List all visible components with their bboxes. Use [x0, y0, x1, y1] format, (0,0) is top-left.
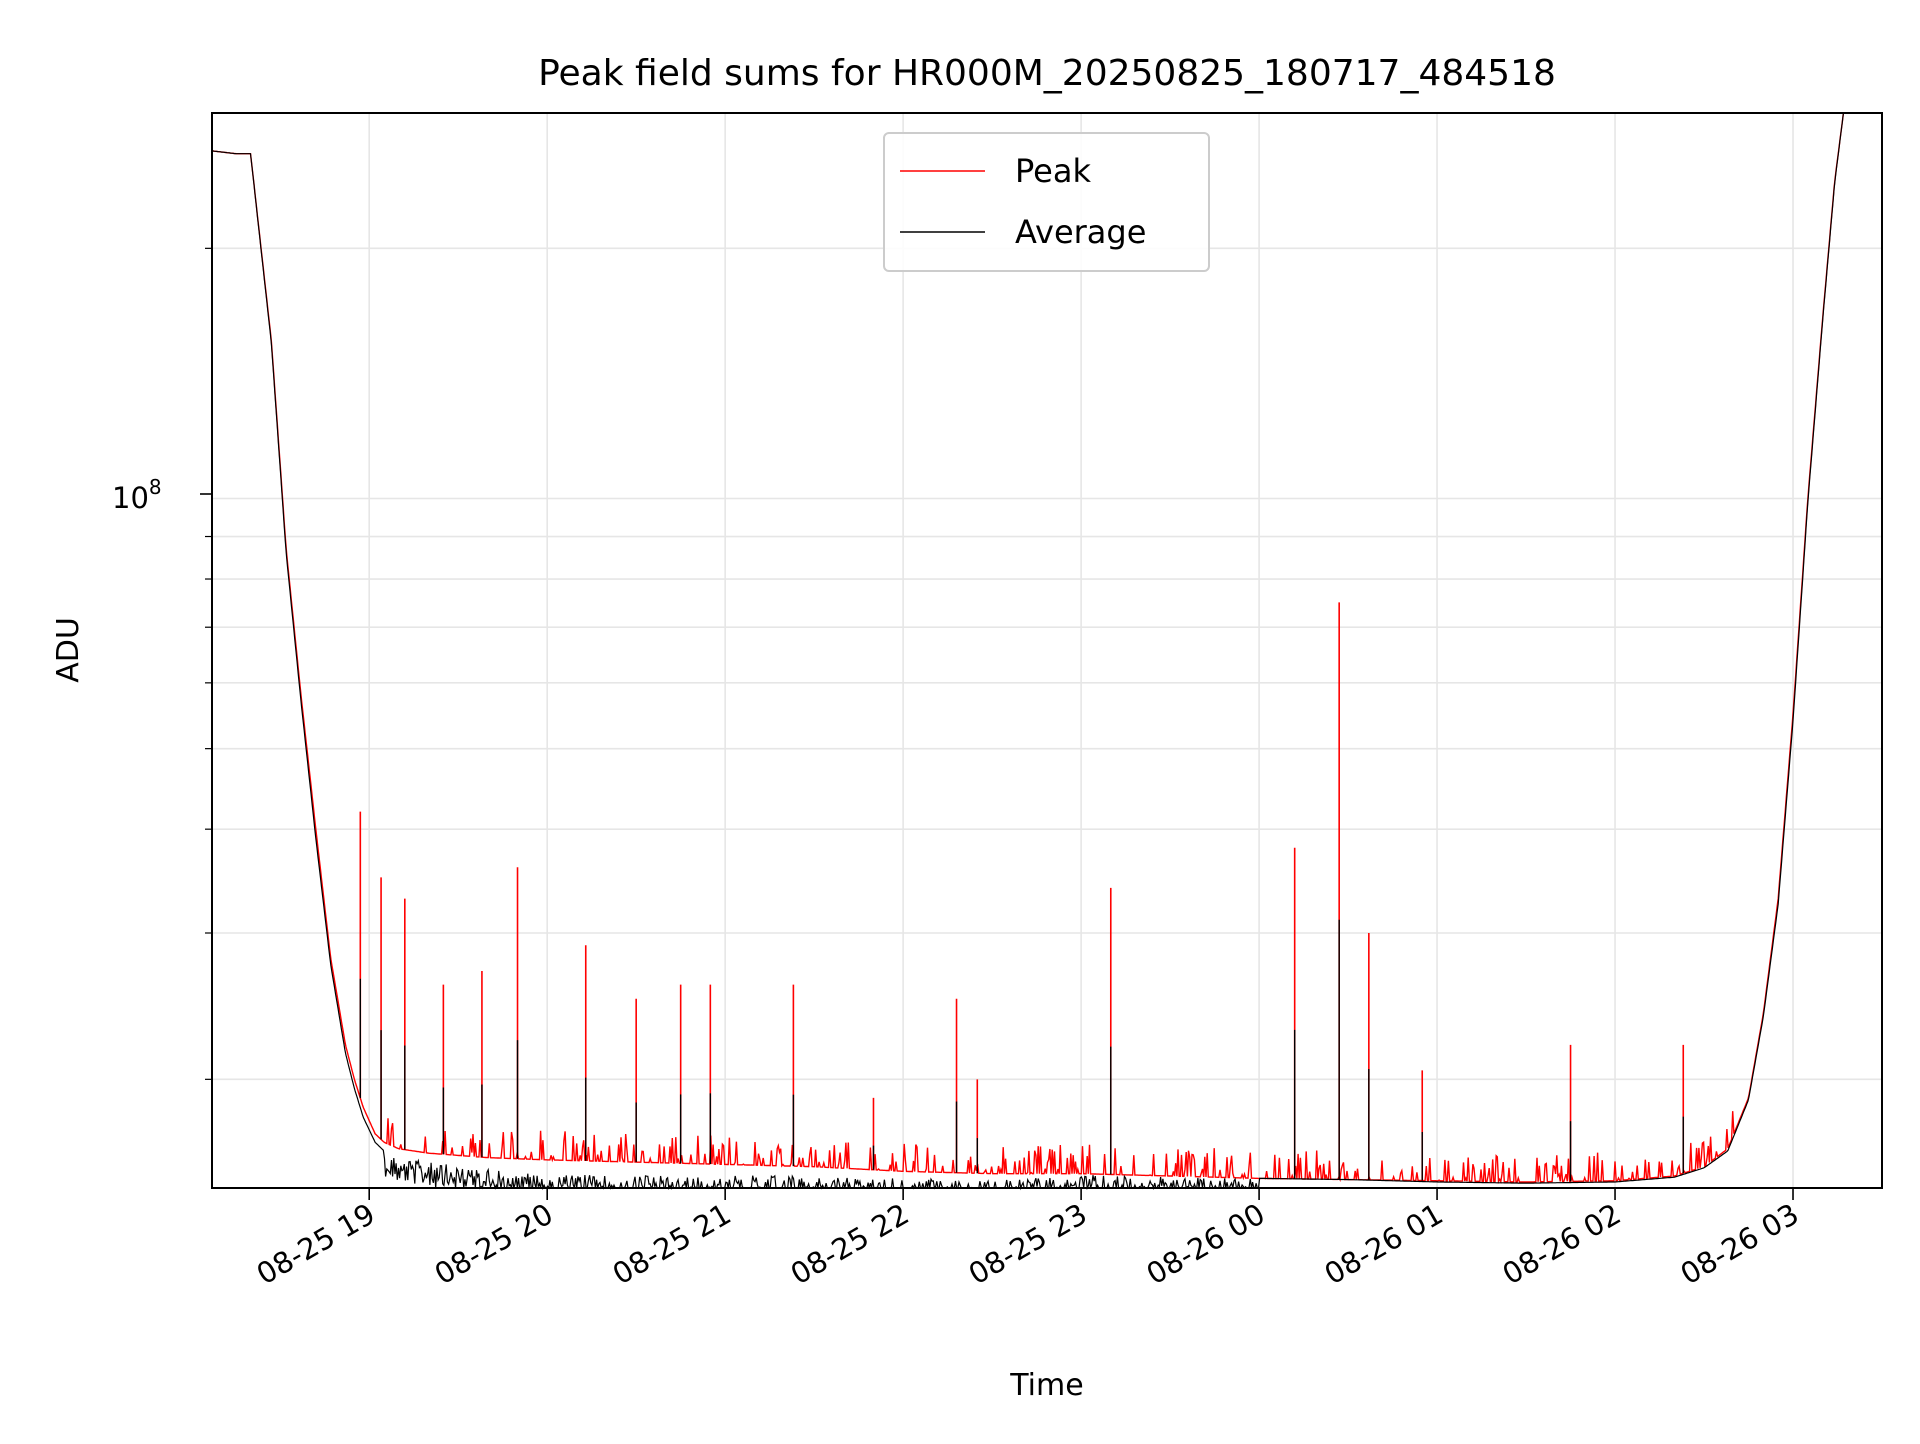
series-layer [211, 112, 1845, 1191]
legend-peak-label: Peak [1015, 152, 1091, 190]
series-line-average [211, 112, 1844, 1191]
plot-frame [211, 112, 1883, 1189]
legend-average-label: Average [1015, 213, 1146, 251]
y-axis: 108 [112, 247, 212, 1080]
grid [212, 113, 1882, 1188]
y-axis-label: ADU [51, 617, 86, 683]
y-tick-label: 108 [112, 475, 162, 515]
x-axis-label: Time [1009, 1368, 1083, 1403]
chart-title: Peak field sums for HR000M_20250825_1807… [538, 53, 1556, 94]
series-line-peak [211, 112, 1845, 1185]
legend-box [883, 132, 1210, 272]
legend: Peak Average [883, 132, 1210, 272]
